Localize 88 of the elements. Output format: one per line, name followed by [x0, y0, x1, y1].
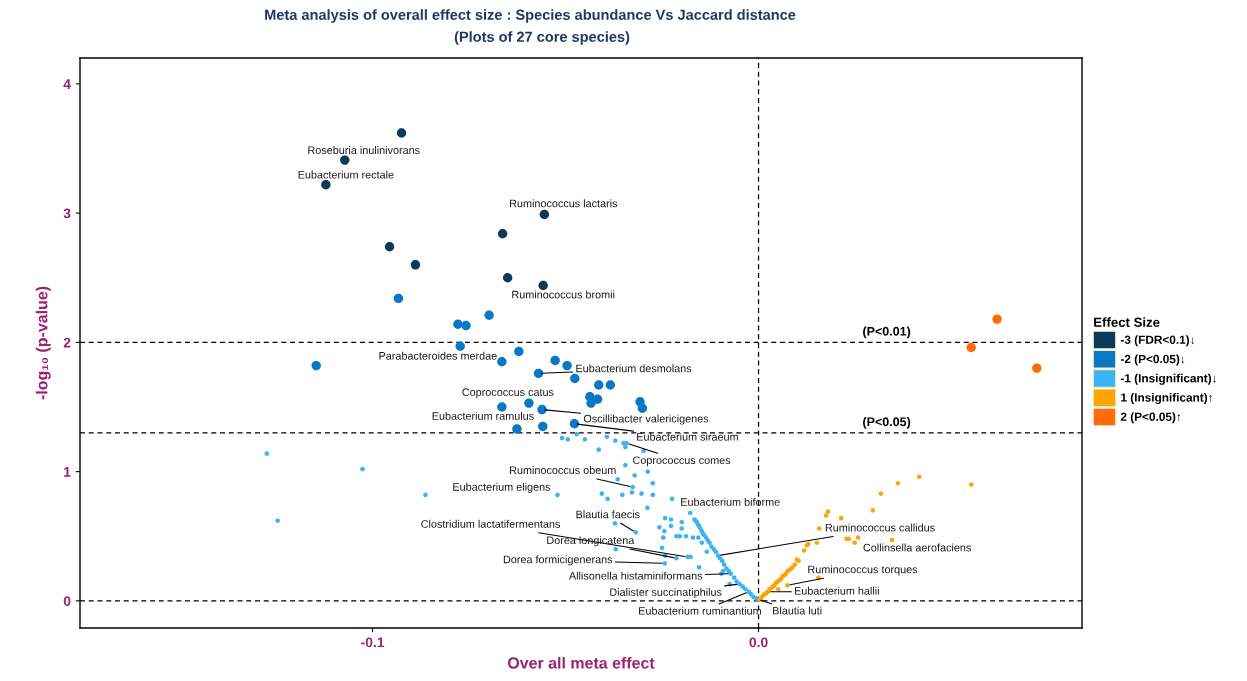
chart-title: Meta analysis of overall effect size : Species abundance Vs Jaccard distance	[265, 9, 796, 23]
legend-label: 2 (P<0.05)↑	[1120, 412, 1181, 424]
y-axis-title: -log₁₀ (p-value)	[35, 286, 51, 400]
point	[569, 419, 580, 429]
y-tick-label: 4	[63, 79, 71, 89]
point	[889, 537, 895, 543]
x-tick-label: -0.1	[361, 637, 385, 648]
annotation: Roseburia inulinivorans	[308, 146, 420, 155]
annotation: Blautia luti	[773, 606, 822, 615]
annotation: Eubacterium siraeum	[637, 432, 738, 441]
point	[801, 548, 807, 553]
point	[1032, 363, 1042, 373]
annotation: Ruminococcus lactaris	[510, 199, 618, 208]
point	[396, 128, 407, 138]
point	[855, 535, 861, 540]
y-tick-label: 1	[64, 467, 71, 477]
annotation: Eubacterium eligens	[453, 482, 551, 493]
annotation: Blautia faecis	[576, 510, 640, 519]
annotation: Dorea formicigenerans	[503, 555, 613, 566]
point	[512, 424, 522, 434]
point	[605, 380, 616, 390]
annotation: Parabacteroides merdae	[379, 351, 497, 360]
point	[497, 357, 507, 367]
x-axis-title: Over all meta effect	[507, 656, 655, 669]
point	[550, 355, 560, 366]
point	[410, 260, 421, 270]
annotation: Coprococcus comes	[633, 456, 731, 467]
point	[537, 404, 547, 415]
annotation: Eubacterium rectale	[298, 170, 394, 179]
annotation: Ruminococcus bromii	[512, 290, 615, 299]
ref-line-label: (P<0.05)	[863, 417, 911, 429]
annotation: Coprococcus catus	[462, 388, 554, 399]
point	[816, 526, 822, 531]
point	[878, 491, 884, 496]
annotation: Dialister succinatiphilus	[610, 588, 722, 599]
annotation: Ruminococcus obeum	[510, 466, 616, 475]
point	[539, 209, 550, 220]
point	[852, 540, 857, 545]
point	[825, 509, 831, 514]
annotation: Ruminococcus torques	[808, 565, 918, 576]
annotation: Eubacterium ramulus	[432, 411, 534, 420]
point	[461, 320, 471, 331]
point	[524, 398, 534, 408]
annotation: Ruminococcus callidus	[825, 523, 935, 532]
legend-label: -2 (P<0.05)↓	[1120, 354, 1185, 366]
annotation: Eubacterium ruminantium	[639, 606, 761, 615]
point	[502, 273, 513, 283]
point	[497, 402, 507, 412]
point	[393, 293, 404, 304]
point	[384, 242, 395, 252]
point	[992, 314, 1002, 324]
annotation: Collinsella aerofaciens	[863, 543, 971, 552]
annotation: Oscillibacter valericigenes	[583, 414, 709, 425]
point	[562, 360, 572, 371]
point	[455, 341, 465, 351]
y-tick-label: 3	[63, 208, 71, 219]
point	[453, 319, 463, 329]
legend-label: -3 (FDR<0.1)↓	[1120, 335, 1194, 347]
y-tick-label: 0	[63, 596, 71, 607]
point	[594, 380, 604, 390]
y-tick-label: 2	[63, 337, 71, 348]
point	[340, 155, 350, 165]
point	[538, 421, 548, 432]
point	[538, 280, 548, 291]
annotation: Eubacterium hallii	[794, 586, 879, 595]
point	[514, 346, 524, 357]
point	[823, 513, 829, 518]
point	[484, 310, 494, 320]
legend-title: Effect Size	[1094, 317, 1160, 327]
annotation: Allisonella histaminiformans	[568, 571, 703, 580]
x-tick-label: 0.0	[749, 637, 768, 648]
point	[637, 403, 648, 413]
point	[321, 179, 331, 190]
point	[968, 482, 974, 487]
point	[497, 229, 508, 239]
point	[814, 540, 820, 545]
chart-subtitle: (Plots of 27 core species)	[454, 31, 630, 45]
annotation: Eubacterium desmolans	[576, 364, 692, 373]
legend-label: -1 (Insignificant)↓	[1120, 373, 1216, 385]
point	[785, 583, 790, 588]
point	[533, 368, 544, 379]
ref-line-label: (P<0.01)	[863, 326, 911, 339]
point	[570, 373, 580, 384]
legend-label: 1 (Insignificant)↑	[1121, 393, 1212, 405]
annotation: Clostridium lactatifermentans	[421, 519, 560, 528]
point	[870, 508, 876, 513]
point	[311, 360, 321, 371]
point	[966, 342, 976, 353]
